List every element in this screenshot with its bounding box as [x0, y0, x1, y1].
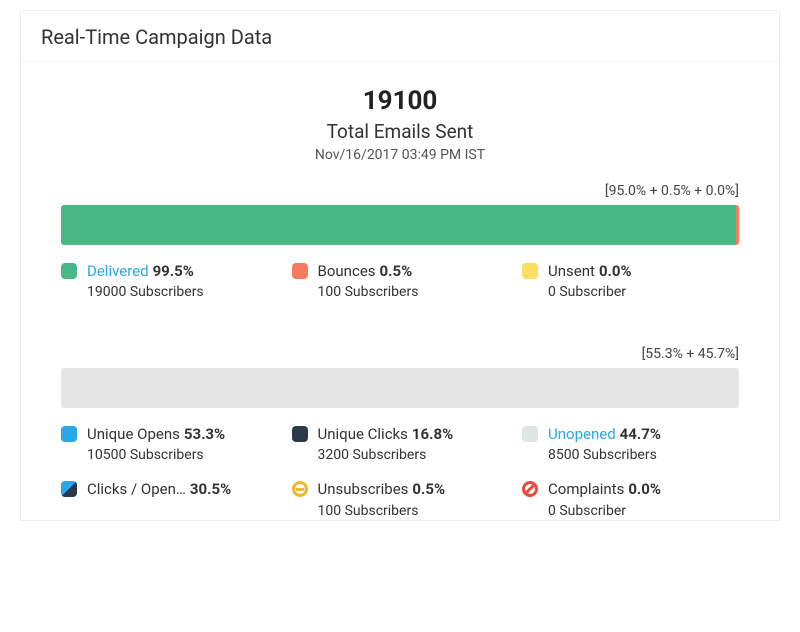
legend-pct: 53.3% [184, 425, 225, 443]
legend-subscribers: 0 Subscriber [548, 502, 661, 521]
legend-item[interactable]: Unique Opens53.3% 10500 Subscribers [61, 424, 278, 465]
legend-label: Clicks / Open…30.5% [87, 479, 231, 499]
delivery-bar-caption: [95.0% + 0.5% + 0.0%] [61, 183, 739, 199]
legend-label: Unsubscribes0.5% [318, 479, 446, 499]
engagement-legend-row-2: Clicks / Open…30.5% Unsubscribes0.5% 100 S… [21, 465, 779, 520]
legend-swatch [292, 481, 308, 497]
legend-swatch [522, 263, 538, 279]
summary-block: 19100 Total Emails Sent Nov/16/2017 03:4… [21, 62, 779, 169]
bar-segment [61, 205, 736, 245]
legend-pct: 44.7% [620, 425, 661, 443]
legend-swatch [292, 426, 308, 442]
legend-swatch [522, 481, 538, 497]
bar-segment [736, 205, 739, 245]
legend-label: Delivered99.5% [87, 261, 204, 281]
legend-swatch [292, 263, 308, 279]
legend-label: Unique Opens53.3% [87, 424, 225, 444]
legend-item[interactable]: Bounces0.5% 100 Subscribers [292, 261, 509, 302]
campaign-card: Real-Time Campaign Data 19100 Total Emai… [20, 10, 780, 521]
legend-pct: 0.5% [412, 480, 445, 498]
legend-swatch [61, 263, 77, 279]
total-emails-label: Total Emails Sent [21, 120, 779, 143]
legend-swatch [61, 481, 77, 497]
legend-label: Unsent0.0% [548, 261, 632, 281]
total-emails-value: 19100 [21, 86, 779, 116]
legend-pct: 0.0% [599, 262, 632, 280]
legend-subscribers: 0 Subscriber [548, 283, 632, 302]
legend-subscribers: 19000 Subscribers [87, 283, 204, 302]
legend-label: Complaints0.0% [548, 479, 661, 499]
legend-label: Unopened44.7% [548, 424, 661, 444]
legend-swatch [522, 426, 538, 442]
timestamp: Nov/16/2017 03:49 PM IST [21, 147, 779, 163]
legend-item[interactable]: Unique Clicks16.8% 3200 Subscribers [292, 424, 509, 465]
legend-subscribers: 3200 Subscribers [318, 446, 454, 465]
delivery-bar [61, 205, 739, 245]
legend-label: Unique Clicks16.8% [318, 424, 454, 444]
legend-pct: 30.5% [190, 480, 231, 498]
legend-swatch [61, 426, 77, 442]
legend-item[interactable]: Unopened44.7% 8500 Subscribers [522, 424, 739, 465]
legend-item[interactable]: Complaints0.0% 0 Subscriber [522, 479, 739, 520]
legend-label: Bounces0.5% [318, 261, 419, 281]
legend-pct: 0.5% [380, 262, 413, 280]
engagement-bar-caption: [55.3% + 45.7%] [61, 346, 739, 362]
engagement-bar [61, 368, 739, 408]
legend-pct: 16.8% [412, 425, 453, 443]
legend-subscribers: 8500 Subscribers [548, 446, 661, 465]
legend-subscribers: 100 Subscribers [318, 283, 419, 302]
engagement-bar-section: [55.3% + 45.7%] [21, 346, 779, 408]
legend-pct: 0.0% [628, 480, 661, 498]
legend-pct: 99.5% [153, 262, 194, 280]
engagement-legend-row-1: Unique Opens53.3%10500 SubscribersUnique… [21, 408, 779, 465]
card-title: Real-Time Campaign Data [21, 11, 779, 62]
legend-item[interactable]: Unsubscribes0.5% 100 Subscribers [292, 479, 509, 520]
legend-subscribers: 100 Subscribers [318, 502, 446, 521]
delivery-bar-section: [95.0% + 0.5% + 0.0%] [21, 183, 779, 245]
legend-item[interactable]: Delivered99.5% 19000 Subscribers [61, 261, 278, 302]
legend-subscribers: 10500 Subscribers [87, 446, 225, 465]
delivery-legend-row: Delivered99.5% 19000 Subscribers Bounces0.… [21, 245, 779, 302]
legend-item[interactable]: Unsent0.0% 0 Subscriber [522, 261, 739, 302]
legend-item[interactable]: Clicks / Open…30.5% [61, 479, 278, 520]
